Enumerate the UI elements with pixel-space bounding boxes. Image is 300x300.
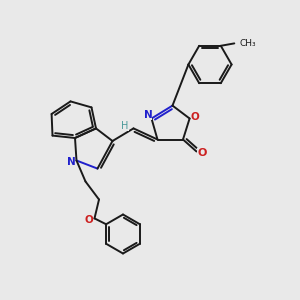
Text: N: N xyxy=(143,110,152,120)
Text: N: N xyxy=(67,157,76,167)
Text: CH₃: CH₃ xyxy=(240,39,256,48)
Text: H: H xyxy=(122,121,129,131)
Text: O: O xyxy=(197,148,207,158)
Text: O: O xyxy=(190,112,200,122)
Text: O: O xyxy=(85,214,94,225)
